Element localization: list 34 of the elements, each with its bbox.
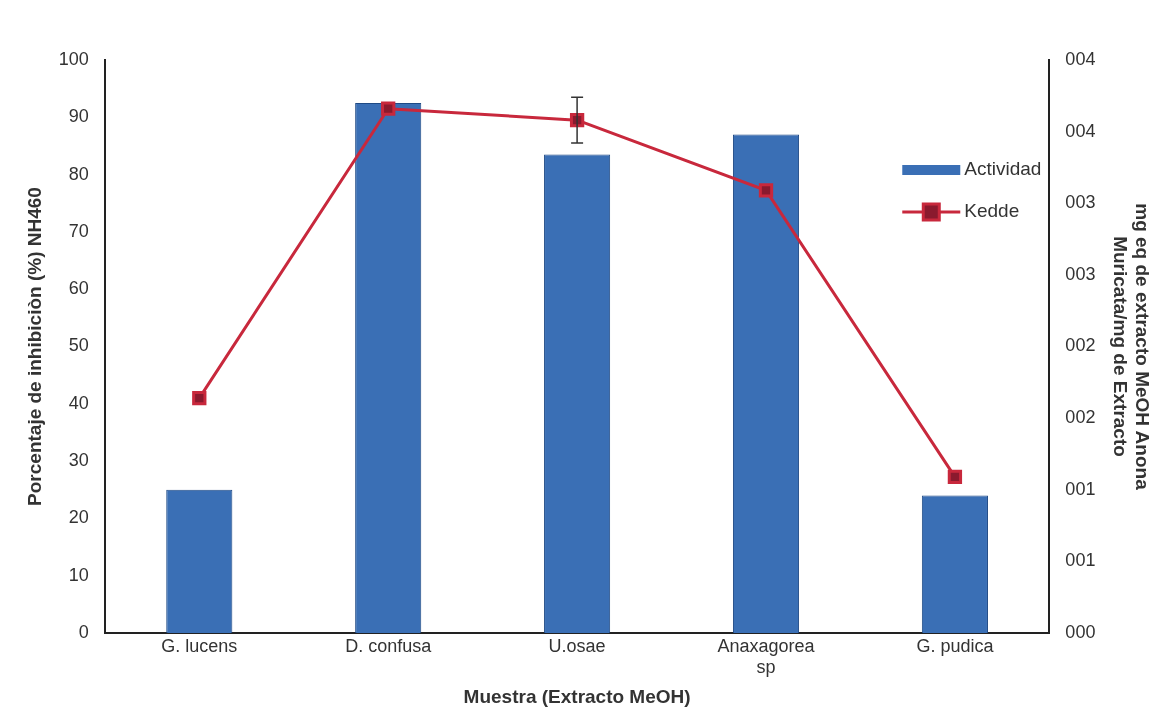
y-tick-label: 100 [58,48,89,69]
y-tick-label: 20 [68,507,89,528]
legend-label: Kedde [964,200,1020,222]
y2-tick-label: 000 [1065,621,1096,642]
y-tick-label: 80 [68,163,89,184]
y-tick-label: 50 [68,335,89,356]
x-tick-label: G. pudica [916,635,995,656]
point [947,469,963,485]
y2-axis-title: mg eq de extracto MeOH Anona Muricata/mg de Extracto [1109,203,1154,491]
y2-tick-label: 002 [1065,335,1096,356]
y-tick-label: 90 [68,106,89,127]
x-tick-label: G. lucens [161,635,238,656]
x-tick-label: D. confusa [345,635,433,656]
y-tick-label: 40 [68,392,89,413]
x-tick-label: U.osae [548,635,606,656]
point [192,390,207,406]
y2-tick-label: 001 [1065,478,1096,499]
point [758,183,774,198]
y-tick-label: 10 [68,564,89,585]
legend-label: Actividad [964,158,1042,180]
y-tick-label: 60 [68,278,89,299]
y2-tick-label: 004 [1065,48,1096,69]
y2-tick-label: 004 [1065,120,1096,141]
y2-tick-label: 001 [1065,550,1096,571]
y2-tick-label: 002 [1065,407,1096,428]
y-tick-label: 0 [78,621,89,642]
y2-tick-label: 003 [1065,192,1096,213]
point [381,101,396,116]
x-tick-label: Anaxagorea sp [717,635,816,678]
x-axis-title: Muestra (Extracto MeOH) [463,685,691,707]
y-tick-label: 70 [68,220,89,241]
y-axis-title: Porcentaje de inhibiciòn (%) NH460 [23,187,45,506]
y2-tick-label: 003 [1065,263,1096,284]
y-tick-label: 30 [68,450,89,471]
